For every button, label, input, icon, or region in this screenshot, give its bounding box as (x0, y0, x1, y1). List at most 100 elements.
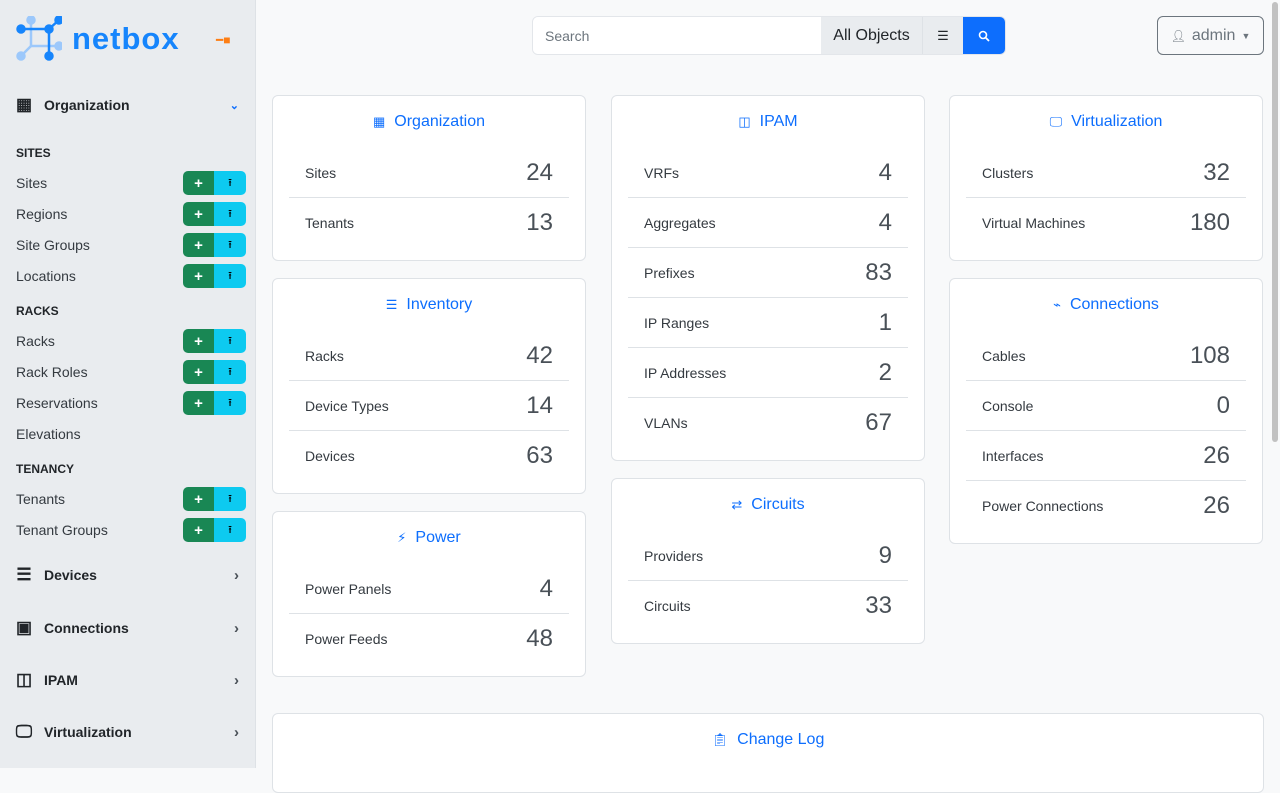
card-virtualization: 🖵︎ Virtualization Clusters 32 Virtual Machin… (949, 95, 1263, 261)
stat-row[interactable]: IP Addresses 2 (628, 348, 908, 398)
stat-row[interactable]: Device Types 14 (289, 381, 569, 431)
netbox-logo[interactable]: netbox (16, 16, 180, 62)
sidebar-item-site-groups[interactable]: Site Groups + ⭱ (16, 233, 246, 257)
changelog-title[interactable]: Change Log (737, 731, 825, 748)
stat-row[interactable]: Interfaces 26 (966, 431, 1246, 481)
import-button[interactable]: ⭱ (214, 360, 246, 384)
stat-row[interactable]: Cables 108 (966, 331, 1246, 381)
search-scope-select[interactable]: All Objects (821, 17, 923, 54)
sidebar-item-tenant-groups[interactable]: Tenant Groups + ⭱ (16, 518, 246, 542)
nav-group-label: Connections (44, 620, 129, 636)
card-ipam: ◫ IPAM VRFs 4 Aggregates 4 Prefixes 83 IP Ranges… (611, 95, 925, 461)
item-actions: + ⭱ (183, 391, 246, 415)
nav-group-label: Organization (44, 97, 130, 113)
ipam-icon: ◫ (738, 114, 751, 129)
add-button[interactable]: + (183, 171, 214, 195)
add-button[interactable]: + (183, 202, 214, 226)
add-button[interactable]: + (183, 360, 214, 384)
section-heading: TENANCY (16, 462, 75, 476)
nav-group-devices[interactable]: ☰ Devices › (14, 565, 239, 585)
stat-count: 32 (1203, 158, 1230, 186)
add-button[interactable]: + (183, 329, 214, 353)
user-menu-button[interactable]: 👤︎ admin ▼ (1157, 16, 1264, 55)
search-button[interactable] (963, 17, 1005, 54)
nav-group-connections[interactable]: ▣ Connections › (14, 618, 239, 638)
import-button[interactable]: ⭱ (214, 171, 246, 195)
add-button[interactable]: + (183, 518, 214, 542)
stat-row[interactable]: Devices 63 (289, 431, 569, 481)
monitor-icon: 🖵︎ (1049, 114, 1063, 129)
card-header: ◫ IPAM (628, 96, 908, 148)
monitor-icon: 🖵︎ (15, 722, 33, 741)
card-title[interactable]: Power (415, 529, 461, 546)
dashboard-column: ▦ Organization Sites 24 Tenants 13 ☰ Inventory R… (272, 95, 586, 677)
sidebar-item-label: Elevations (16, 426, 81, 442)
card-title[interactable]: IPAM (759, 113, 798, 130)
sidebar-item-elevations[interactable]: Elevations (16, 422, 246, 446)
card-power: ⚡︎ Power Power Panels 4 Power Feeds 48 (272, 511, 586, 677)
stat-count: 4 (539, 574, 553, 602)
stat-row[interactable]: VLANs 67 (628, 398, 908, 448)
stat-row[interactable]: Prefixes 83 (628, 248, 908, 298)
card-title[interactable]: Organization (394, 113, 485, 130)
sidebar-item-racks[interactable]: Racks + ⭱ (16, 329, 246, 353)
sidebar-item-regions[interactable]: Regions + ⭱ (16, 202, 246, 226)
search-input[interactable] (533, 17, 821, 54)
import-button[interactable]: ⭱ (214, 233, 246, 257)
item-actions: + ⭱ (183, 264, 246, 288)
nav-group-virtualization[interactable]: 🖵︎ Virtualization › (14, 722, 239, 742)
import-button[interactable]: ⭱ (214, 202, 246, 226)
server-icon: ☰ (385, 297, 398, 312)
stat-row[interactable]: Circuits 33 (628, 581, 908, 631)
card-title[interactable]: Inventory (406, 296, 473, 313)
stat-row[interactable]: Power Connections 26 (966, 481, 1246, 531)
stat-row[interactable]: Virtual Machines 180 (966, 198, 1246, 248)
card-title[interactable]: Virtualization (1071, 113, 1163, 130)
user-name: admin (1191, 26, 1236, 44)
scrollbar[interactable] (1272, 2, 1278, 442)
stat-row[interactable]: Aggregates 4 (628, 198, 908, 248)
sidebar-item-tenants[interactable]: Tenants + ⭱ (16, 487, 246, 511)
stat-row[interactable]: VRFs 4 (628, 148, 908, 198)
filter-icon[interactable]: ☰ (923, 17, 963, 54)
card-title[interactable]: Circuits (751, 496, 805, 513)
stat-row[interactable]: Console 0 (966, 381, 1246, 431)
chevron-down-icon: ⌄ (229, 99, 239, 112)
sidebar-item-label: Site Groups (16, 237, 90, 253)
item-actions: + ⭱ (183, 233, 246, 257)
stat-row[interactable]: Power Feeds 48 (289, 614, 569, 664)
import-button[interactable]: ⭱ (214, 518, 246, 542)
card-circuits: ⇄ Circuits Providers 9 Circuits 33 (611, 478, 925, 644)
import-button[interactable]: ⭱ (214, 264, 246, 288)
stat-row[interactable]: Clusters 32 (966, 148, 1246, 198)
stat-count: 63 (526, 442, 553, 469)
stat-row[interactable]: Racks 42 (289, 331, 569, 381)
sidebar-item-locations[interactable]: Locations + ⭱ (16, 264, 246, 288)
changelog-header: 📋︎ Change Log (273, 714, 1263, 766)
add-button[interactable]: + (183, 233, 214, 257)
chevron-right-icon: › (234, 619, 239, 637)
add-button[interactable]: + (183, 264, 214, 288)
nav-group-ipam[interactable]: ◫ IPAM › (14, 670, 239, 690)
changelog-card: 📋︎ Change Log (272, 713, 1264, 793)
stat-row[interactable]: IP Ranges 1 (628, 298, 908, 348)
card-title[interactable]: Connections (1069, 296, 1159, 313)
sidebar-item-sites[interactable]: Sites + ⭱ (16, 171, 246, 195)
sidebar-item-reservations[interactable]: Reservations + ⭱ (16, 391, 246, 415)
stat-row[interactable]: Tenants 13 (289, 198, 569, 248)
stat-row[interactable]: Sites 24 (289, 148, 569, 198)
import-button[interactable]: ⭱ (214, 391, 246, 415)
sidebar-item-label: Tenant Groups (16, 522, 108, 538)
stat-row[interactable]: Power Panels 4 (289, 564, 569, 614)
stat-count: 48 (526, 625, 553, 652)
add-button[interactable]: + (183, 487, 214, 511)
nav-group-organization[interactable]: ▦ Organization ⌄ (14, 95, 239, 115)
stat-row[interactable]: Providers 9 (628, 531, 908, 581)
import-button[interactable]: ⭱ (214, 487, 246, 511)
pin-icon[interactable]: ━■ (216, 33, 231, 47)
add-button[interactable]: + (183, 391, 214, 415)
import-button[interactable]: ⭱ (214, 329, 246, 353)
sidebar-item-rack-roles[interactable]: Rack Roles + ⭱ (16, 360, 246, 384)
item-actions: + ⭱ (183, 360, 246, 384)
stat-label: Device Types (305, 397, 389, 414)
